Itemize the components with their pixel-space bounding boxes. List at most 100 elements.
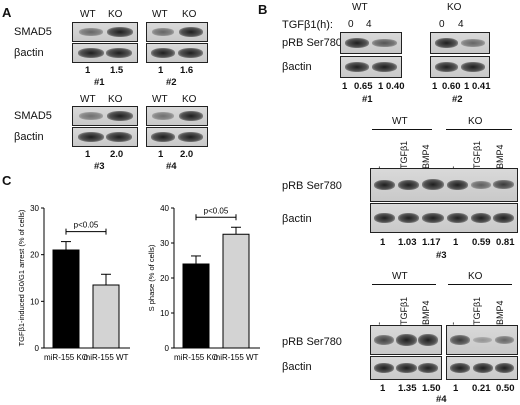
band xyxy=(396,334,417,346)
band xyxy=(418,363,438,373)
b4-value: 1 xyxy=(453,383,459,394)
y-tick-label: 20 xyxy=(30,251,39,260)
panel-a-letter: A xyxy=(2,5,12,20)
b1-value: 1 xyxy=(378,81,384,92)
a4-value-wt: 1 xyxy=(158,149,164,160)
y-tick-label: 30 xyxy=(160,239,169,248)
a2-col-ko: KO xyxy=(182,9,197,20)
a2-blot-smad5 xyxy=(146,22,208,42)
b3-wt-underline xyxy=(372,129,432,130)
b4-value: 0.50 xyxy=(496,383,515,394)
band xyxy=(471,181,491,189)
panel-b-letter: B xyxy=(258,2,268,17)
b4-blot-actin-wt xyxy=(370,356,442,380)
b4-blot-prb-wt xyxy=(370,325,442,355)
band xyxy=(151,48,175,58)
b4-blot-actin-ko xyxy=(446,356,518,380)
y-tick-label: 10 xyxy=(30,297,39,306)
x-tick-label: miR-155 WT xyxy=(84,353,129,362)
b-top-time: 4 xyxy=(366,19,372,30)
b1-blot-prb xyxy=(340,32,402,54)
band xyxy=(372,39,397,47)
a3-id: #3 xyxy=(94,161,105,172)
b3-lane: BMP4 xyxy=(421,144,431,169)
b4-lane: TGFβ1 xyxy=(472,296,482,325)
band xyxy=(107,111,133,121)
b4-ko-underline xyxy=(448,284,512,285)
a2-blot-actin xyxy=(146,43,208,63)
b4-blot-prb-ko xyxy=(446,325,518,355)
b3-blot-prb xyxy=(370,168,518,202)
a1-value-ko: 1.5 xyxy=(110,65,124,76)
significance-label: p<0.05 xyxy=(74,221,99,230)
x-tick-label: miR-155 KO xyxy=(174,353,218,362)
b3-lane: TGFβ1 xyxy=(399,140,409,169)
a1-col-ko: KO xyxy=(108,9,123,20)
a3-row-smad5: SMAD5 xyxy=(14,110,52,122)
a2-id: #2 xyxy=(166,77,177,88)
y-axis-label: TGFβ1-induced G0/G1 arrest (% of cells) xyxy=(17,209,26,346)
x-tick-label: miR-155 WT xyxy=(214,353,259,362)
band xyxy=(450,335,470,345)
a2-value-wt: 1 xyxy=(158,65,164,76)
b2-value: 1 xyxy=(464,81,470,92)
b-top-group-wt: WT xyxy=(352,2,368,13)
a1-blot-actin xyxy=(72,43,138,63)
a1-row-actin: βactin xyxy=(14,47,44,59)
band xyxy=(78,48,104,58)
band xyxy=(398,180,419,190)
band xyxy=(495,363,514,373)
band xyxy=(152,112,174,120)
b4-value: 1 xyxy=(380,383,386,394)
band xyxy=(107,27,133,37)
chart0-group: 0 10 20 30 TGFβ1-induced G0/G1 arrest (% of … xyxy=(17,204,130,362)
band xyxy=(152,28,174,36)
b3-lane: TGFβ1 xyxy=(472,140,482,169)
b4-value: 1.35 xyxy=(398,383,417,394)
band xyxy=(372,62,397,72)
band xyxy=(398,213,419,223)
y-tick-label: 40 xyxy=(160,204,169,213)
b3-value: 1 xyxy=(380,237,386,248)
a3-blot-actin xyxy=(72,127,138,147)
b4-id: #4 xyxy=(436,394,447,405)
b1-blot-actin xyxy=(340,56,402,78)
b1-value: 0.40 xyxy=(386,81,405,92)
band xyxy=(473,337,492,343)
a3-col-ko: KO xyxy=(108,94,123,105)
b2-value: 0.41 xyxy=(472,81,491,92)
band xyxy=(106,48,132,58)
y-axis-label: S phase (% of cells) xyxy=(147,244,156,311)
a1-value-wt: 1 xyxy=(85,65,91,76)
b3-value: 1.03 xyxy=(398,237,417,248)
band xyxy=(79,112,103,120)
b3-ko-underline xyxy=(446,129,512,130)
a4-value-ko: 2.0 xyxy=(180,149,194,160)
y-tick-label: 0 xyxy=(35,344,40,353)
a3-row-actin: βactin xyxy=(14,131,44,143)
b1-value: 0.65 xyxy=(354,81,373,92)
band xyxy=(178,132,203,142)
significance-label: p<0.05 xyxy=(204,206,229,215)
a1-id: #1 xyxy=(94,77,105,88)
b3-value: 0.59 xyxy=(472,237,491,248)
band xyxy=(178,48,203,58)
b4-lane: BMP4 xyxy=(495,300,505,325)
chart-s-phase: 0 10 20 30 40 S phase (% of cells) miR-155 KOm… xyxy=(147,204,260,362)
b4-value: 0.21 xyxy=(472,383,491,394)
b2-blot-prb xyxy=(430,32,490,54)
band xyxy=(493,213,514,223)
band xyxy=(471,213,491,223)
band xyxy=(493,180,514,189)
panel-c-letter: C xyxy=(2,173,12,188)
b2-blot-actin xyxy=(430,56,490,78)
band xyxy=(447,213,468,223)
band xyxy=(345,62,369,72)
band xyxy=(418,334,438,346)
bar xyxy=(222,233,250,349)
band xyxy=(374,213,395,223)
a1-row-smad5: SMAD5 xyxy=(14,26,52,38)
b-top-time: 4 xyxy=(458,19,464,30)
bar xyxy=(182,263,210,349)
band xyxy=(473,363,493,373)
